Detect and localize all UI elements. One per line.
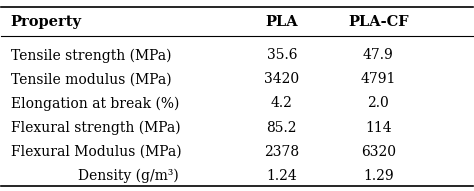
Text: 6320: 6320 (361, 145, 396, 159)
Text: 3420: 3420 (264, 72, 299, 86)
Text: PLA: PLA (265, 15, 298, 29)
Text: 2378: 2378 (264, 145, 299, 159)
Text: 4791: 4791 (361, 72, 396, 86)
Text: 1.29: 1.29 (363, 169, 394, 183)
Text: 2.0: 2.0 (367, 96, 389, 110)
Text: 4.2: 4.2 (271, 96, 293, 110)
Text: PLA-CF: PLA-CF (348, 15, 409, 29)
Text: 85.2: 85.2 (266, 121, 297, 135)
Text: Flexural strength (MPa): Flexural strength (MPa) (11, 121, 181, 135)
Text: Elongation at break (%): Elongation at break (%) (11, 96, 179, 111)
Text: Flexural Modulus (MPa): Flexural Modulus (MPa) (11, 145, 182, 159)
Text: 47.9: 47.9 (363, 48, 394, 62)
Text: Property: Property (11, 15, 82, 29)
Text: Density (g/m³): Density (g/m³) (78, 169, 179, 183)
Text: 1.24: 1.24 (266, 169, 297, 183)
Text: Tensile strength (MPa): Tensile strength (MPa) (11, 48, 171, 63)
Text: 35.6: 35.6 (266, 48, 297, 62)
Text: 114: 114 (365, 121, 392, 135)
Text: Tensile modulus (MPa): Tensile modulus (MPa) (11, 72, 172, 86)
